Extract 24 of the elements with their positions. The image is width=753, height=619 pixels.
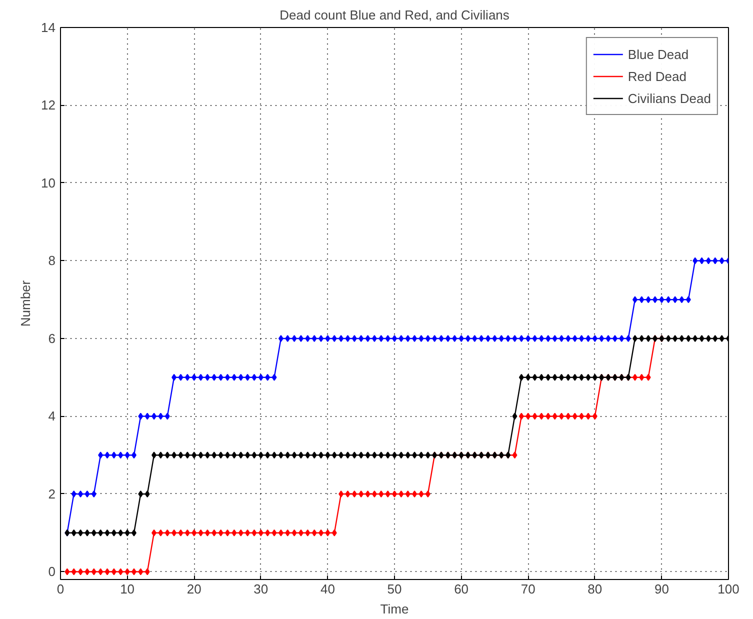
x-tick-label: 10 [120, 582, 135, 596]
x-tick-label: 60 [454, 582, 469, 596]
x-tick-label: 100 [718, 582, 740, 596]
y-tick-label: 12 [41, 98, 56, 113]
x-tick-label: 80 [588, 582, 602, 596]
x-tick-label: 90 [654, 582, 669, 596]
legend-label: Blue Dead [628, 46, 689, 62]
y-tick-label: 4 [48, 408, 56, 424]
y-tick-label: 2 [48, 486, 56, 502]
x-tick-label: 30 [254, 582, 268, 596]
y-tick-label: 10 [41, 175, 56, 190]
legend-label: Civilians Dead [628, 90, 711, 106]
x-tick-label: 20 [186, 582, 202, 596]
legend-label: Red Dead [628, 68, 686, 84]
chart-title: Dead count Blue and Red, and Civilians [280, 8, 510, 22]
y-tick-label: 14 [41, 20, 56, 35]
y-tick-label: 6 [48, 330, 56, 346]
x-axis-title: Time [380, 602, 409, 616]
y-tick-label: 0 [48, 564, 56, 580]
x-tick-label: 40 [320, 582, 335, 596]
x-tick-label: 50 [387, 582, 402, 596]
y-axis-title: Number [18, 280, 34, 327]
x-tick-label: 70 [520, 582, 536, 596]
y-tick-label: 8 [48, 253, 56, 268]
